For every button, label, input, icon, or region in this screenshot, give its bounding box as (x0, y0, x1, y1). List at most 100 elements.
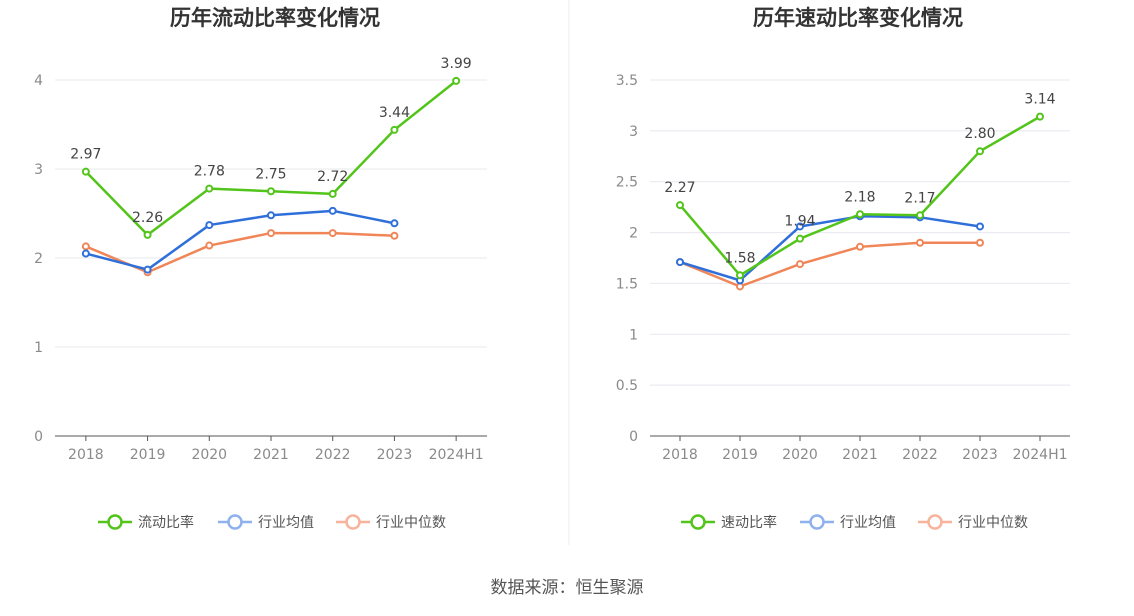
qr-main-point[interactable] (1036, 112, 1044, 121)
x-tick-label: 2023 (962, 447, 998, 463)
cr-industry-avg-point[interactable] (328, 206, 337, 215)
qr-main-point[interactable] (856, 210, 864, 219)
legend-marker-icon (809, 514, 825, 530)
y-tick-label: 4 (34, 73, 43, 89)
cr-industry-median-point[interactable] (390, 231, 399, 240)
y-tick-label: 0.5 (616, 378, 638, 394)
x-tick-label: 2019 (722, 447, 758, 463)
legend-label: 速动比率 (721, 514, 777, 531)
legend-item-industry-avg[interactable]: 行业均值 (800, 514, 896, 531)
y-tick-label: 2.5 (616, 175, 638, 191)
qr-data-label: 2.80 (964, 126, 995, 142)
cr-main-point[interactable] (143, 230, 152, 239)
cr-industry-median-point[interactable] (205, 241, 214, 250)
qr-main-point[interactable] (916, 211, 924, 220)
cr-industry-avg-point[interactable] (205, 221, 214, 230)
x-tick-label: 2024H1 (429, 447, 484, 463)
x-tick-label: 2020 (191, 447, 227, 463)
source-note: 数据来源：恒生聚源 (491, 578, 644, 598)
y-tick-label: 2 (629, 226, 638, 242)
cr-main-point[interactable] (205, 184, 214, 193)
qr-data-label: 2.17 (904, 190, 935, 206)
cr-main-point[interactable] (452, 76, 461, 85)
cr-industry-avg-line (85, 209, 395, 271)
x-tick-label: 2024H1 (1012, 447, 1067, 463)
y-tick-label: 0 (34, 429, 43, 445)
chart-title: 历年速动比率变化情况 (753, 6, 963, 30)
y-tick-label: 1.5 (616, 276, 638, 292)
x-tick-label: 2022 (315, 447, 351, 463)
legend-item-industry-avg[interactable]: 行业均值 (218, 514, 314, 531)
qr-industry-avg-point[interactable] (676, 258, 684, 267)
y-tick-label: 0 (629, 429, 638, 445)
qr-main-point[interactable] (976, 147, 984, 156)
legend-item-main[interactable]: 流动比率 (98, 514, 194, 531)
qr-industry-avg-point[interactable] (796, 222, 804, 231)
qr-industry-avg-line (679, 215, 981, 282)
legend-marker-icon (345, 514, 361, 530)
qr-industry-median-point[interactable] (856, 242, 864, 251)
cr-data-label: 3.99 (441, 56, 472, 72)
qr-data-label: 1.94 (784, 214, 815, 230)
qr-data-label: 3.14 (1024, 92, 1055, 108)
cr-data-label: 2.26 (132, 210, 163, 226)
y-tick-label: 1 (629, 327, 638, 343)
qr-industry-median-line (679, 241, 980, 288)
x-tick-label: 2020 (782, 447, 818, 463)
cr-data-label: 2.72 (317, 169, 348, 185)
cr-main-point[interactable] (81, 167, 90, 176)
legend-marker-icon (927, 514, 943, 530)
current-ratio-chart: 历年流动比率变化情况 0 1 2 3 4 2018 2019 2020 2021 2022 2023 2… (34, 6, 487, 531)
x-tick-label: 2021 (842, 447, 878, 463)
legend-item-industry-median[interactable]: 行业中位数 (918, 514, 1028, 531)
qr-data-label: 1.58 (724, 250, 755, 266)
qr-industry-median-point[interactable] (916, 238, 924, 247)
legend-marker-icon (107, 514, 123, 530)
chart-title: 历年流动比率变化情况 (170, 6, 380, 30)
y-tick-label: 3 (34, 162, 43, 178)
legend-label: 行业均值 (840, 515, 896, 531)
qr-data-label: 2.18 (844, 189, 875, 205)
legend-marker-icon (227, 514, 243, 530)
x-tick-label: 2022 (902, 447, 938, 463)
legend-item-main[interactable]: 速动比率 (681, 514, 777, 531)
cr-main-point[interactable] (267, 187, 275, 196)
y-tick-label: 1 (34, 340, 43, 356)
legend-label: 行业中位数 (958, 515, 1028, 531)
cr-main-point[interactable] (328, 189, 337, 198)
x-tick-label: 2018 (68, 447, 104, 463)
qr-industry-avg-point[interactable] (976, 222, 984, 231)
y-tick-label: 2 (34, 251, 43, 267)
cr-data-label: 2.75 (255, 166, 286, 182)
cr-industry-avg-point[interactable] (143, 265, 152, 274)
x-tick-label: 2023 (377, 447, 413, 463)
x-tick-label: 2018 (662, 447, 698, 463)
qr-industry-median-point[interactable] (736, 282, 744, 291)
y-tick-label: 3 (629, 124, 638, 140)
cr-main-point[interactable] (390, 125, 399, 134)
legend-label: 行业均值 (258, 515, 314, 531)
qr-main-point[interactable] (676, 201, 684, 210)
qr-industry-median-point[interactable] (976, 238, 984, 247)
cr-data-label: 2.97 (70, 147, 101, 163)
cr-industry-avg-point[interactable] (81, 249, 90, 258)
legend-label: 流动比率 (138, 514, 194, 531)
x-tick-label: 2021 (253, 447, 289, 463)
legend-marker-icon (690, 514, 706, 530)
legend-label: 行业中位数 (376, 515, 446, 531)
cr-industry-avg-point[interactable] (267, 211, 275, 220)
cr-data-label: 3.44 (379, 105, 410, 121)
x-tick-label: 2019 (130, 447, 166, 463)
cr-industry-avg-point[interactable] (390, 219, 399, 228)
cr-industry-median-point[interactable] (328, 229, 337, 238)
qr-industry-median-point[interactable] (796, 260, 804, 269)
cr-industry-median-point[interactable] (81, 242, 90, 251)
legend-item-industry-median[interactable]: 行业中位数 (336, 514, 446, 531)
qr-main-point[interactable] (796, 234, 804, 243)
cr-industry-median-point[interactable] (267, 229, 275, 238)
quick-ratio-chart: 历年速动比率变化情况 0 0.5 1 1.5 2 2.5 3 3.5 2018 2019 2020 20… (616, 6, 1070, 531)
qr-main-point[interactable] (736, 271, 744, 280)
cr-data-label: 2.78 (194, 164, 225, 180)
